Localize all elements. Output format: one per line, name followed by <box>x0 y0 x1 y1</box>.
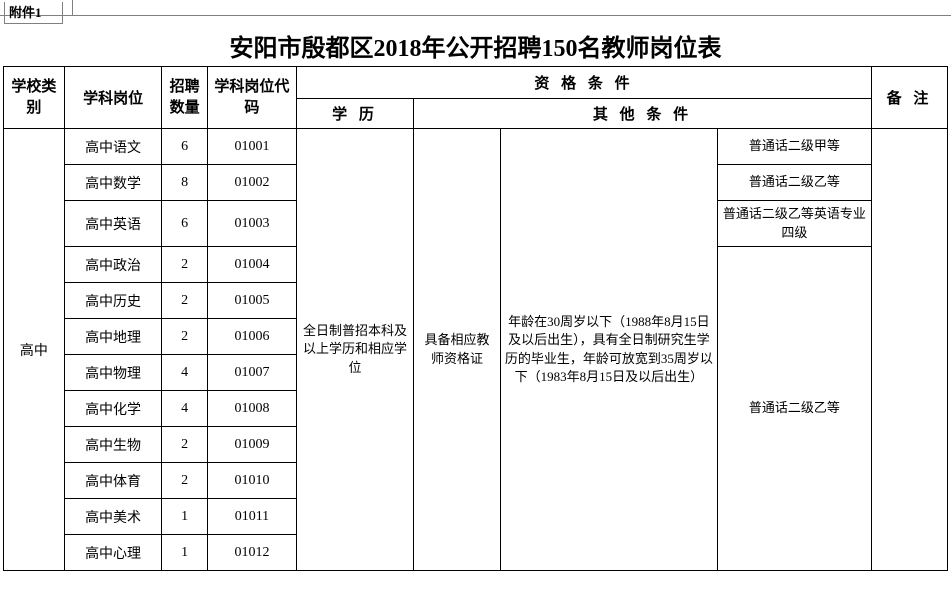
cell-subject: 高中体育 <box>64 463 162 499</box>
cell-count: 2 <box>162 247 208 283</box>
cell-code: 01009 <box>207 427 296 463</box>
cell-subject: 高中英语 <box>64 201 162 247</box>
header-subject: 学科岗位 <box>64 67 162 129</box>
cell-subject: 高中政治 <box>64 247 162 283</box>
cell-notes <box>871 129 947 571</box>
top-border <box>0 0 951 16</box>
cell-code: 01007 <box>207 355 296 391</box>
cell-subject: 高中数学 <box>64 165 162 201</box>
cell-code: 01005 <box>207 283 296 319</box>
cell-subject: 高中心理 <box>64 535 162 571</box>
cell-code: 01006 <box>207 319 296 355</box>
header-school-type: 学校类别 <box>4 67 65 129</box>
cell-count: 6 <box>162 201 208 247</box>
cell-subject: 高中语文 <box>64 129 162 165</box>
header-count: 招聘数量 <box>162 67 208 129</box>
cell-cert-req: 具备相应教师资格证 <box>414 129 501 571</box>
cell-count: 1 <box>162 535 208 571</box>
cell-lang: 普通话二级乙等 <box>717 165 871 201</box>
cell-subject: 高中生物 <box>64 427 162 463</box>
cell-count: 8 <box>162 165 208 201</box>
cell-subject: 高中美术 <box>64 499 162 535</box>
cell-school-category: 高中 <box>4 129 65 571</box>
cell-code: 01003 <box>207 201 296 247</box>
cell-count: 6 <box>162 129 208 165</box>
cell-count: 2 <box>162 319 208 355</box>
cell-count: 1 <box>162 499 208 535</box>
header-code: 学科岗位代码 <box>207 67 296 129</box>
cell-lang-merged: 普通话二级乙等 <box>717 247 871 571</box>
cell-code: 01004 <box>207 247 296 283</box>
cell-subject: 高中地理 <box>64 319 162 355</box>
cell-count: 4 <box>162 391 208 427</box>
cell-code: 01008 <box>207 391 296 427</box>
cell-count: 2 <box>162 463 208 499</box>
cell-count: 2 <box>162 283 208 319</box>
cell-lang: 普通话二级甲等 <box>717 129 871 165</box>
cell-age-req: 年龄在30周岁以下（1988年8月15日及以后出生），具有全日制研究生学历的毕业… <box>500 129 717 571</box>
cell-subject: 高中历史 <box>64 283 162 319</box>
recruitment-table: 学校类别 学科岗位 招聘数量 学科岗位代码 资 格 条 件 备 注 学 历 其 … <box>3 66 948 571</box>
cell-count: 4 <box>162 355 208 391</box>
header-education: 学 历 <box>296 99 413 129</box>
header-other: 其 他 条 件 <box>414 99 872 129</box>
page-container: 附件1 安阳市殷都区2018年公开招聘150名教师岗位表 学校类别 学科岗位 招… <box>0 0 951 600</box>
cell-code: 01001 <box>207 129 296 165</box>
cell-code: 01002 <box>207 165 296 201</box>
header-notes: 备 注 <box>871 67 947 129</box>
cell-code: 01010 <box>207 463 296 499</box>
cell-subject: 高中化学 <box>64 391 162 427</box>
header-qualification: 资 格 条 件 <box>296 67 871 99</box>
cell-education-req: 全日制普招本科及以上学历和相应学位 <box>296 129 413 571</box>
cell-count: 2 <box>162 427 208 463</box>
cell-code: 01011 <box>207 499 296 535</box>
cell-lang: 普通话二级乙等英语专业四级 <box>717 201 871 247</box>
cell-subject: 高中物理 <box>64 355 162 391</box>
cell-code: 01012 <box>207 535 296 571</box>
